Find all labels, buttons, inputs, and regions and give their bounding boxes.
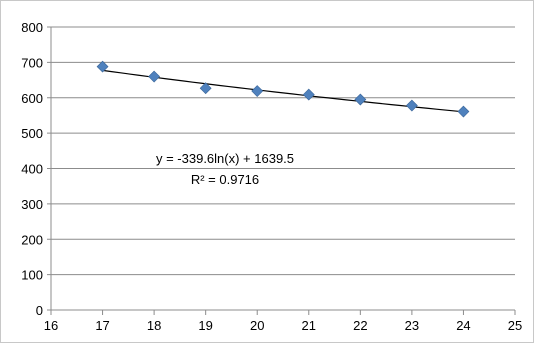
y-tick-label: 300 — [21, 197, 43, 212]
trendline — [102, 69, 464, 113]
x-tick-label: 19 — [198, 318, 212, 333]
trendline-r-squared: R² = 0.9716 — [191, 172, 259, 187]
y-tick-label: 200 — [21, 232, 43, 247]
gridlines — [51, 26, 515, 276]
trendline-equation: y = -339.6ln(x) + 1639.5 — [156, 151, 294, 166]
data-point — [251, 85, 264, 97]
y-tick-label: 800 — [21, 20, 43, 35]
data-points — [96, 60, 470, 118]
y-tick-label: 100 — [21, 268, 43, 283]
y-axis-tick-labels: 0 100 200 300 400 500 600 700 800 — [21, 20, 43, 318]
x-tick-label: 24 — [456, 318, 470, 333]
y-tick-label: 600 — [21, 91, 43, 106]
data-point — [457, 105, 470, 118]
axes — [47, 26, 516, 315]
x-tick-label: 25 — [508, 318, 522, 333]
y-tick-label: 400 — [21, 162, 43, 177]
x-axis-tick-labels: 16 17 18 19 20 21 22 23 24 25 — [44, 318, 522, 333]
data-point — [199, 82, 212, 95]
data-point — [302, 88, 315, 101]
data-point — [405, 99, 418, 112]
trendline-group — [102, 69, 464, 113]
x-tick-label: 23 — [405, 318, 419, 333]
y-tick-label: 500 — [21, 126, 43, 141]
x-tick-label: 18 — [147, 318, 161, 333]
y-tick-label: 700 — [21, 55, 43, 70]
x-tick-label: 16 — [44, 318, 58, 333]
y-tick-label: 0 — [36, 303, 43, 318]
x-tick-label: 20 — [250, 318, 264, 333]
x-tick-label: 21 — [302, 318, 316, 333]
x-tick-label: 22 — [353, 318, 367, 333]
data-point — [96, 60, 109, 73]
x-tick-label: 17 — [95, 318, 109, 333]
data-point — [148, 70, 161, 83]
data-point — [354, 93, 367, 106]
